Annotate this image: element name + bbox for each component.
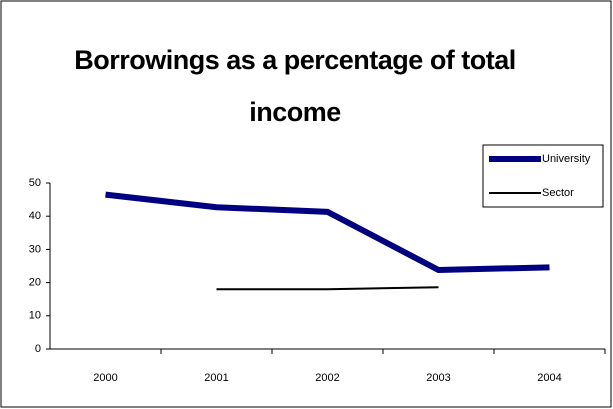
y-tick-label: 20 bbox=[29, 277, 41, 289]
y-tick-label: 40 bbox=[29, 210, 41, 222]
chart-title: Borrowings as a percentage of total inco… bbox=[74, 45, 516, 127]
legend-label: Sector bbox=[542, 187, 574, 199]
y-tick-label: 10 bbox=[29, 310, 41, 322]
data-line bbox=[216, 286, 439, 291]
data-line bbox=[105, 191, 550, 274]
legend-label: University bbox=[542, 153, 591, 165]
x-tick-label: 2000 bbox=[93, 372, 117, 384]
x-tick-label: 2001 bbox=[204, 372, 228, 384]
x-tick-label: 2003 bbox=[426, 372, 450, 384]
y-tick-label: 0 bbox=[35, 343, 41, 355]
x-tick-label: 2004 bbox=[537, 372, 561, 384]
y-tick-label: 30 bbox=[29, 243, 41, 255]
legend-box bbox=[482, 144, 604, 208]
y-tick-label: 50 bbox=[29, 177, 41, 189]
x-tick-label: 2002 bbox=[315, 372, 339, 384]
